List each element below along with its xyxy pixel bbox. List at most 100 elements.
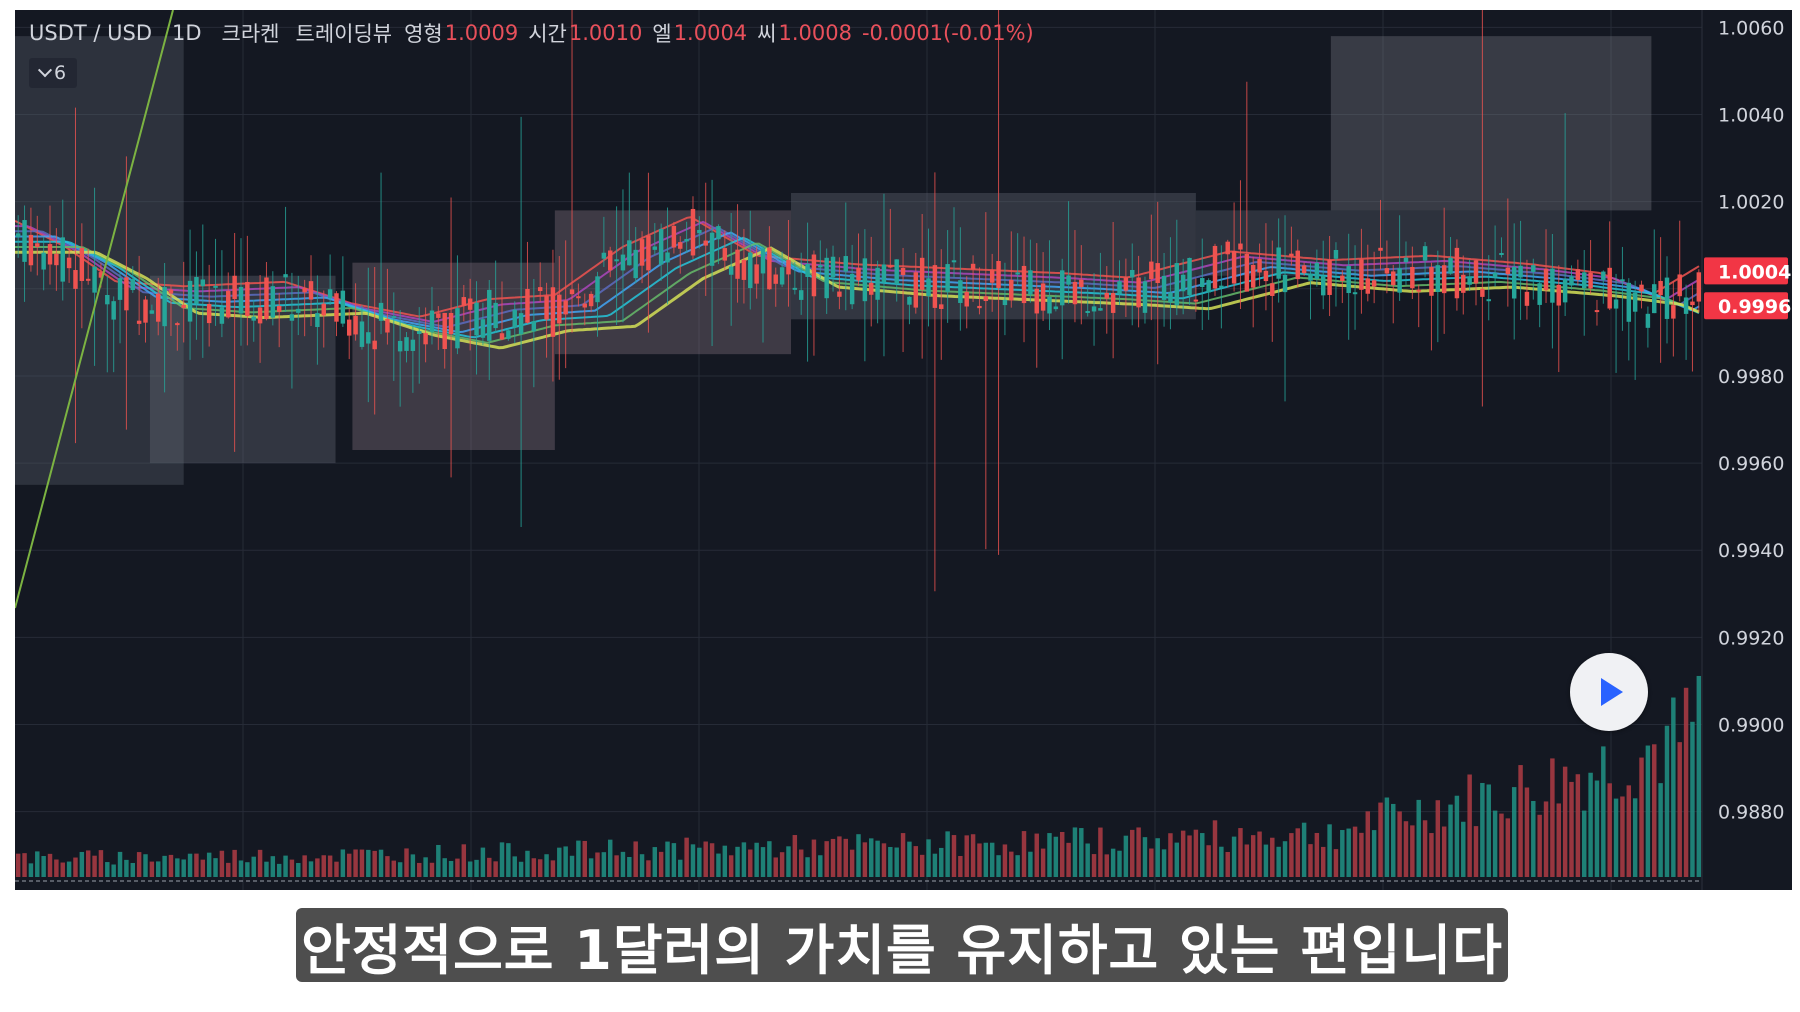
volume-bar [283,855,288,877]
volume-bar [1562,766,1568,877]
candle-body [1034,288,1039,314]
volume-bar [232,849,237,877]
candle-body [1473,260,1479,284]
candle-body [665,252,670,263]
candle-body [1327,259,1332,295]
volume-bar [1212,820,1218,877]
candle-body [1359,259,1364,290]
candle-body [353,315,358,335]
symbol-name[interactable]: USDT / USD [29,21,152,45]
candle-body [550,287,556,337]
volume-bar [334,861,339,877]
close-value: 1.0008 [778,21,852,45]
candle-body [461,297,467,306]
candle-body [525,288,530,323]
ma-line [15,236,1700,339]
volume-bar [633,841,638,877]
volume-bar [213,858,218,877]
candle-body [900,267,906,275]
candle-body [448,312,454,335]
volume-bar [47,853,53,877]
volume-bar [671,843,677,877]
chart-background [15,10,1792,890]
volume-bar [296,863,301,877]
volume-bar [1002,844,1008,877]
volume-bar [1320,846,1326,877]
candle-body [786,260,791,275]
candle-body [1562,279,1568,303]
candle-body [1632,292,1638,312]
axis-tick-label: 0.9900 [1718,714,1784,736]
candle-body [73,270,78,289]
candle-body [340,290,346,324]
candle-body [1378,247,1383,251]
volume-bar [73,857,78,877]
candle-body [837,291,842,297]
volume-bar [601,852,607,877]
candle-body [1435,265,1441,293]
volume-bar [537,859,543,877]
volume-bar [448,860,454,877]
volume-bar [1314,832,1320,877]
volume-bar [1524,787,1530,877]
volume-bar [767,841,772,877]
volume-bar [900,833,906,877]
volume-bar [1028,851,1033,877]
volume-bar [805,857,810,877]
interval-label[interactable]: 1D [172,21,202,45]
candle-body [639,239,645,266]
volume-bar [958,855,963,877]
candle-body [563,300,568,315]
candle-body [1104,292,1110,299]
candle-body [1231,250,1237,284]
candle-body [232,275,237,300]
volume-bar [977,843,982,877]
candle-body [703,240,708,246]
volume-bar [156,861,161,877]
candle-body [646,235,651,271]
candle-body [792,287,798,290]
volume-bar [1289,833,1294,877]
indicator-count: 6 [53,62,67,84]
candle-body [391,316,397,319]
volume-bar [480,847,486,877]
volume-bar [518,861,524,877]
candle-body [1149,261,1154,280]
play-button[interactable] [1570,653,1648,731]
volume-bar [951,835,957,877]
close-label: 씨 [757,22,777,46]
candle-body [1550,268,1555,303]
volume-bar [970,834,976,877]
chart-panel[interactable]: 1.0060 1.0040 1.0020 0.9980 0.9960 0.9940 0.99… [15,10,1792,890]
volume-bar [741,842,747,877]
volume-bar [105,862,110,877]
volume-bar [1397,811,1402,877]
indicator-toggle-button[interactable]: 6 [29,58,77,88]
volume-bar [773,857,778,877]
volume-bar [716,853,721,877]
volume-bar [926,839,931,877]
candle-body [1410,266,1415,289]
source-label: 트레이딩뷰 [295,22,393,46]
volume-bar [512,856,517,877]
volume-bar [627,857,632,877]
volume-bar [544,854,549,877]
candle-body [951,260,957,263]
volume-bar [1448,804,1453,877]
volume-bar [824,841,829,877]
candle-body [1422,246,1428,261]
candle-body [1607,267,1612,309]
candle-body [907,296,912,305]
candle-body [257,307,263,324]
volume-bar [1168,833,1173,877]
candle-body [989,269,995,283]
volume-bar [697,847,702,877]
candle-body [588,293,594,307]
volume-bar [366,849,371,877]
volume-bar [856,834,861,877]
volume-bar [1645,745,1651,877]
candle-body [1537,283,1542,305]
candle-body [1391,271,1396,286]
volume-bar [1040,848,1046,877]
price-chart[interactable]: 1.0060 1.0040 1.0020 0.9980 0.9960 0.9940 0.99… [15,10,1792,890]
